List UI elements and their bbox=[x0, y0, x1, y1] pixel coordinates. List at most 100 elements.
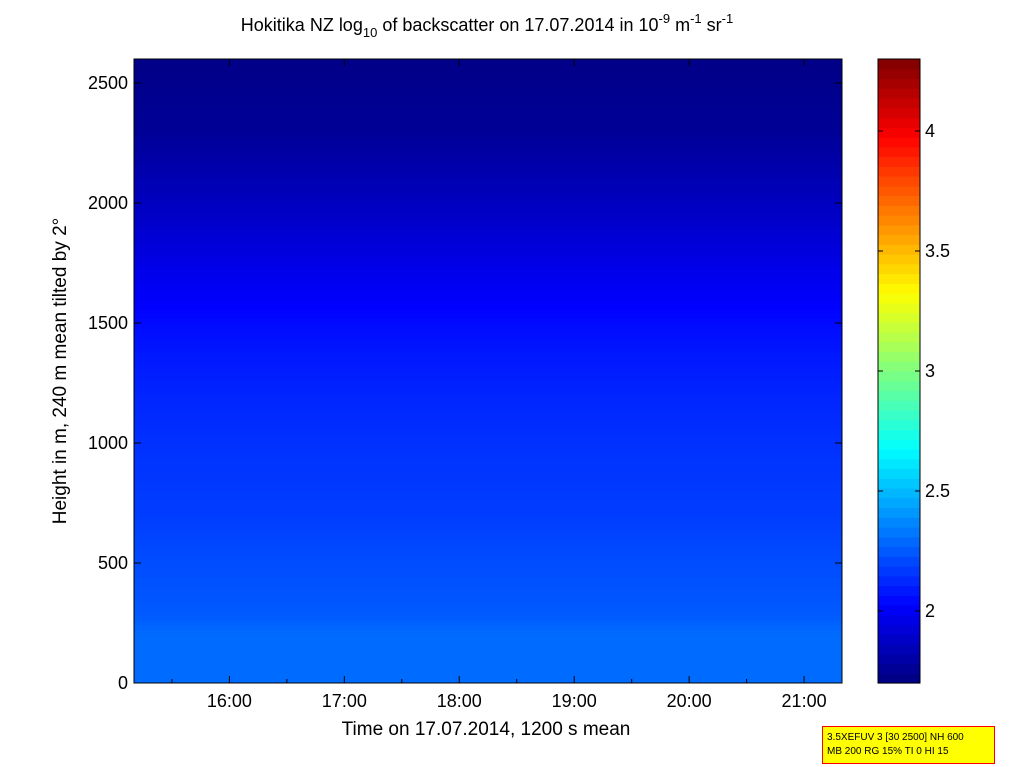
x-tick-label: 21:00 bbox=[782, 691, 827, 711]
colorbar-band bbox=[878, 263, 920, 275]
colorbar-band bbox=[878, 205, 920, 216]
info-box: 3.5XEFUV 3 [30 2500] NH 600 MB 200 RG 15… bbox=[822, 726, 995, 764]
colorbar-band bbox=[878, 244, 920, 255]
colorbar-band bbox=[878, 605, 920, 616]
colorbar-band bbox=[878, 273, 920, 284]
colorbar-ticks: 2 2.5 3 3.5 4 bbox=[878, 121, 950, 621]
colorbar-band bbox=[878, 449, 920, 460]
colorbar-band bbox=[878, 137, 920, 148]
colorbar-band bbox=[878, 566, 920, 577]
colorbar-band bbox=[878, 624, 920, 635]
colorbar-band bbox=[878, 234, 920, 245]
colorbar-band bbox=[878, 556, 920, 567]
colorbar-band bbox=[878, 653, 920, 665]
heatmap-texture bbox=[134, 59, 842, 683]
colorbar-band bbox=[878, 361, 920, 372]
colorbar-band bbox=[878, 468, 920, 479]
y-tick-label: 2500 bbox=[88, 73, 128, 93]
y-axis: 0 500 1000 1500 2000 2500 bbox=[88, 73, 842, 693]
colorbar-band bbox=[878, 254, 920, 265]
title-middle: of backscatter on 17.07.2014 in 10 bbox=[377, 15, 658, 35]
colorbar-band bbox=[878, 322, 920, 333]
colorbar-band bbox=[878, 429, 920, 440]
colorbar-band bbox=[878, 166, 920, 177]
x-tick-label: 18:00 bbox=[437, 691, 482, 711]
colorbar-tick-label: 4 bbox=[925, 121, 935, 141]
colorbar-band bbox=[878, 107, 920, 119]
colorbar-band bbox=[878, 507, 920, 518]
title-exponent-1: -9 bbox=[659, 11, 671, 26]
colorbar-tick-label: 2.5 bbox=[925, 481, 950, 501]
colorbar-band bbox=[878, 419, 920, 431]
colorbar-tick-label: 3.5 bbox=[925, 241, 950, 261]
colorbar-band bbox=[878, 224, 920, 236]
colorbar-band bbox=[878, 215, 920, 226]
colorbar-band bbox=[878, 527, 920, 538]
colorbar-band bbox=[878, 283, 920, 294]
colorbar-band bbox=[878, 497, 920, 509]
title-prefix: Hokitika NZ log bbox=[241, 15, 363, 35]
x-tick-label: 17:00 bbox=[322, 691, 367, 711]
info-box-line-2: MB 200 RG 15% TI 0 HI 15 bbox=[827, 746, 949, 757]
colorbar-tick-label: 2 bbox=[925, 601, 935, 621]
colorbar-band bbox=[878, 595, 920, 606]
colorbar-bands bbox=[878, 59, 920, 684]
info-box-line-1: 3.5XEFUV 3 [30 2500] NH 600 bbox=[827, 732, 964, 743]
colorbar: 2 2.5 3 3.5 4 bbox=[877, 58, 950, 684]
title-prefix-subscript: 10 bbox=[363, 25, 377, 40]
colorbar-band bbox=[878, 146, 920, 158]
colorbar-band bbox=[878, 78, 920, 89]
y-tick-label: 2000 bbox=[88, 193, 128, 213]
colorbar-band bbox=[878, 117, 920, 128]
colorbar-band bbox=[878, 458, 920, 470]
colorbar-band bbox=[878, 644, 920, 655]
colorbar-band bbox=[878, 517, 920, 528]
chart-title: Hokitika NZ log10 of backscatter on 17.0… bbox=[241, 11, 733, 40]
y-tick-label: 1000 bbox=[88, 433, 128, 453]
colorbar-band bbox=[878, 478, 920, 489]
colorbar-band bbox=[878, 400, 920, 411]
colorbar-band bbox=[878, 371, 920, 382]
colorbar-band bbox=[878, 575, 920, 587]
colorbar-band bbox=[878, 185, 920, 197]
title-unit-1: m bbox=[670, 15, 690, 35]
colorbar-band bbox=[878, 332, 920, 343]
x-tick-label: 16:00 bbox=[207, 691, 252, 711]
colorbar-band bbox=[878, 673, 920, 684]
colorbar-band bbox=[878, 59, 920, 70]
x-tick-label: 20:00 bbox=[667, 691, 712, 711]
title-exponent-2: -1 bbox=[690, 11, 702, 26]
x-tick-label: 19:00 bbox=[552, 691, 597, 711]
colorbar-band bbox=[878, 380, 920, 392]
x-axis-label: Time on 17.07.2014, 1200 s mean bbox=[342, 719, 631, 740]
colorbar-band bbox=[878, 341, 920, 353]
colorbar-band bbox=[878, 439, 920, 450]
colorbar-band bbox=[878, 488, 920, 499]
colorbar-band bbox=[878, 156, 920, 167]
y-tick-label: 0 bbox=[118, 673, 128, 693]
colorbar-band bbox=[878, 634, 920, 645]
colorbar-band bbox=[878, 663, 920, 674]
y-tick-label: 1500 bbox=[88, 313, 128, 333]
colorbar-band bbox=[878, 195, 920, 206]
colorbar-tick-label: 3 bbox=[925, 361, 935, 381]
colorbar-band bbox=[878, 351, 920, 362]
colorbar-band bbox=[878, 410, 920, 421]
y-tick-label: 500 bbox=[98, 553, 128, 573]
colorbar-band bbox=[878, 302, 920, 314]
title-unit-2: sr bbox=[702, 15, 722, 35]
colorbar-band bbox=[878, 585, 920, 596]
colorbar-band bbox=[878, 546, 920, 557]
colorbar-band bbox=[878, 98, 920, 109]
colorbar-band bbox=[878, 312, 920, 323]
plot-area bbox=[134, 59, 842, 683]
svg-text:Hokitika NZ log10 of backscatt: Hokitika NZ log10 of backscatter on 17.0… bbox=[241, 11, 733, 40]
colorbar-band bbox=[878, 390, 920, 401]
title-exponent-3: -1 bbox=[722, 11, 734, 26]
plot-frame bbox=[133, 58, 843, 684]
y-axis-label: Height in m, 240 m mean tilted by 2° bbox=[50, 218, 71, 524]
colorbar-band bbox=[878, 176, 920, 187]
colorbar-band bbox=[878, 614, 920, 626]
colorbar-band bbox=[878, 88, 920, 99]
